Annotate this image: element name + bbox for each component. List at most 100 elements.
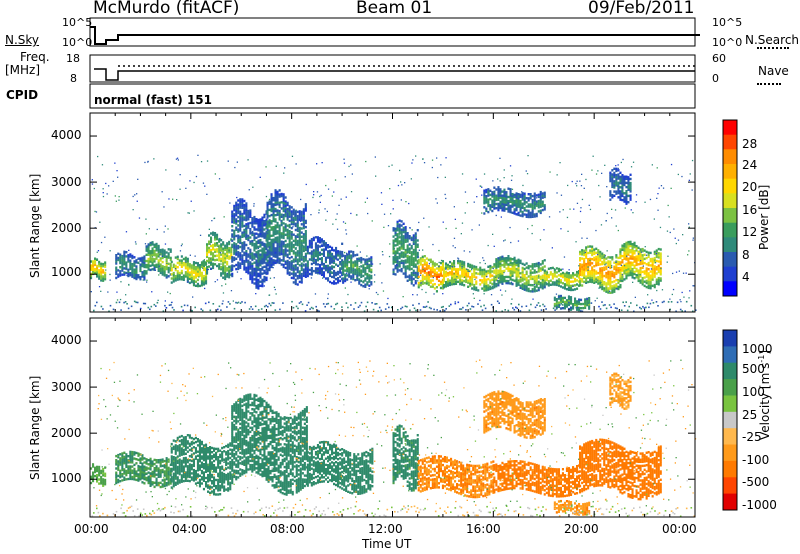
power-cell: [290, 206, 293, 209]
power-cell: [392, 258, 395, 261]
power-cell: [589, 261, 592, 265]
power-cell: [531, 284, 534, 287]
power-scatter: [217, 245, 219, 247]
power-cell: [235, 222, 238, 225]
power-cell: [619, 286, 622, 289]
power-cell: [481, 287, 484, 290]
power-cell: [641, 283, 644, 286]
power-cell: [151, 241, 154, 244]
power-cell: [647, 253, 650, 256]
power-cell: [633, 243, 636, 247]
power-cell: [517, 211, 520, 215]
power-cell: [243, 253, 246, 257]
power-cell: [306, 274, 309, 278]
power-scatter: [355, 269, 357, 272]
power-cell: [404, 236, 407, 239]
power-cell: [174, 279, 177, 282]
power-scatter: [255, 293, 257, 295]
power-cell: [333, 265, 336, 269]
power-cell: [306, 249, 309, 253]
power-cell: [533, 275, 536, 278]
power-cell: [653, 273, 656, 276]
power-cell: [135, 261, 138, 264]
power-cell: [364, 277, 367, 280]
power-cell: [184, 258, 187, 262]
power-cell: [586, 297, 589, 301]
power-scatter: [177, 159, 179, 161]
power-cell: [605, 288, 608, 291]
power-cell: [247, 269, 250, 273]
power-scatter: [572, 285, 574, 287]
power-cell: [591, 268, 594, 271]
power-scatter: [280, 220, 282, 222]
power-noise-cell: [171, 306, 174, 309]
power-cell: [419, 257, 422, 260]
power-cell: [274, 259, 277, 262]
power-cell: [194, 276, 197, 279]
power-noise-cell: [661, 301, 664, 304]
power-cell: [657, 266, 660, 269]
power-cell: [423, 267, 426, 270]
power-cell: [394, 233, 397, 237]
power-cell: [570, 276, 573, 279]
power-cell: [286, 201, 289, 205]
power-cell: [607, 287, 610, 290]
power-cell: [255, 278, 258, 281]
power-scatter: [366, 255, 368, 257]
power-cb-tick-28: 28: [742, 137, 758, 151]
power-cell: [649, 278, 652, 282]
power-scatter: [578, 265, 580, 267]
power-cell: [282, 213, 285, 217]
power-cell: [414, 257, 417, 260]
power-cell: [331, 257, 334, 260]
power-cell: [605, 271, 608, 275]
power-cell: [591, 280, 594, 284]
velocity-cell: [90, 467, 93, 470]
power-cell: [278, 224, 281, 227]
power-cell: [408, 278, 411, 281]
power-cell: [149, 243, 152, 247]
power-cell: [253, 236, 256, 239]
power-scatter: [533, 213, 535, 215]
power-cell: [463, 284, 466, 287]
power-cell: [579, 259, 582, 262]
power-cell: [639, 254, 642, 257]
power-noise-cell: [518, 303, 520, 306]
power-cell: [237, 211, 240, 215]
power-scatter: [335, 218, 337, 221]
power-cell: [396, 241, 399, 244]
power-cell: [294, 251, 297, 254]
power-cell: [567, 288, 570, 291]
power-cell: [589, 270, 592, 273]
power-cell: [493, 186, 496, 189]
power-cell: [394, 237, 397, 241]
power-cell: [572, 303, 575, 306]
power-cell: [609, 281, 612, 284]
power-scatter: [240, 278, 242, 280]
nsearch-tick-bottom: 10^0: [712, 36, 743, 49]
power-cell: [613, 284, 616, 287]
power-cb-tick-16: 16: [742, 203, 758, 217]
power-scatter: [680, 301, 682, 303]
power-noise-cell: [310, 306, 313, 309]
power-cell: [511, 193, 514, 196]
power-cell: [531, 211, 534, 214]
power-cell: [527, 275, 530, 278]
power-cell: [581, 251, 584, 254]
power-cell: [312, 269, 315, 273]
power-noise-cell: [335, 303, 337, 306]
power-scatter: [327, 297, 329, 300]
power-cell: [507, 265, 510, 268]
power-cell: [180, 265, 183, 268]
power-scatter: [234, 166, 236, 169]
power-cell: [274, 247, 277, 250]
power-cell: [625, 185, 628, 189]
power-cell: [525, 285, 528, 288]
power-cell: [288, 267, 291, 270]
power-cell: [417, 286, 420, 289]
power-cell: [425, 280, 428, 283]
power-cell: [249, 255, 252, 258]
power-cell: [245, 254, 248, 257]
power-scatter: [604, 164, 606, 166]
power-cell: [657, 268, 660, 271]
